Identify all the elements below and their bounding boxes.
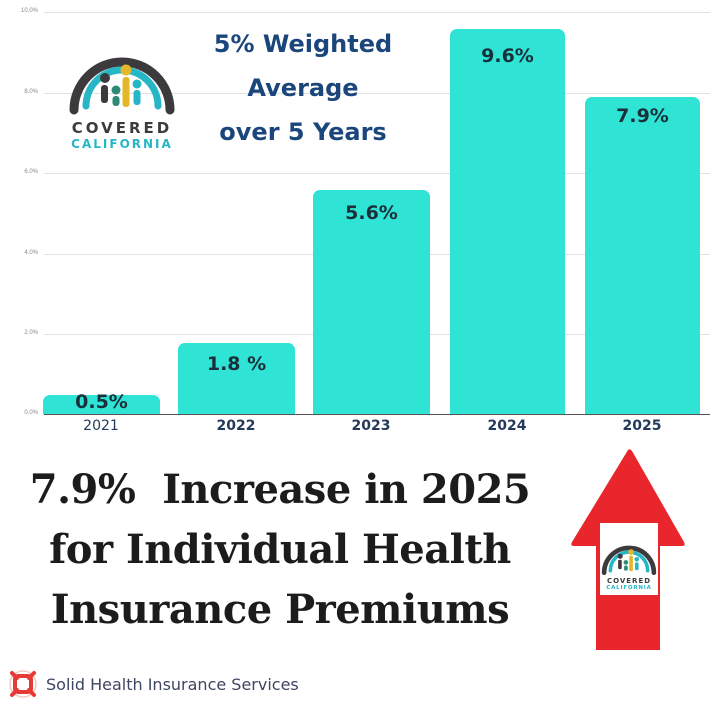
gridline-10 xyxy=(44,12,710,13)
y-tick-label: 0.0% xyxy=(24,410,38,416)
logo-text-california: CALIFORNIA xyxy=(71,137,173,151)
footer-brand: Solid Health Insurance Services xyxy=(8,664,299,704)
x-tick-label: 2022 xyxy=(216,418,256,434)
x-tick-label: 2021 xyxy=(83,418,119,434)
y-tick-label: 4.0% xyxy=(24,250,38,256)
bar-value-label: 1.8 % xyxy=(206,353,267,375)
logo-text-covered: COVERED xyxy=(71,119,173,137)
badge-text-covered: COVERED xyxy=(606,577,652,585)
headline: 7.9% Increase in 2025 for Individual Hea… xyxy=(10,460,550,640)
x-tick-label: 2024 xyxy=(487,418,527,434)
gridline-8 xyxy=(44,93,710,94)
bar-2022: 1.8 % xyxy=(178,343,295,414)
chart-subtitle: 5% Weighted Average over 5 Years xyxy=(188,22,418,154)
subtitle-line: 5% Weighted xyxy=(213,30,393,58)
y-tick-label: 8.0% xyxy=(24,89,38,95)
covered-california-logo-icon xyxy=(69,57,175,115)
bar-2024: 9.6% xyxy=(450,29,565,414)
bar-value-label: 7.9% xyxy=(616,105,669,127)
bar-2021: 0.5% xyxy=(43,391,160,414)
bar-value-label: 0.5% xyxy=(75,391,128,413)
covered-california-badge-icon xyxy=(601,545,657,576)
headline-line: 7.9% Increase in 2025 xyxy=(29,466,531,513)
x-tick-label: 2023 xyxy=(351,418,391,434)
badge-text-california: CALIFORNIA xyxy=(606,585,652,591)
headline-line: for Individual Health xyxy=(49,526,511,573)
bar-value-label: 9.6% xyxy=(481,45,534,67)
bar-2025: 7.9% xyxy=(585,97,700,414)
company-name: Solid Health Insurance Services xyxy=(46,674,299,694)
bar-2023: 5.6% xyxy=(313,190,430,414)
y-tick-label: 10.0% xyxy=(20,8,38,14)
life-ring-icon xyxy=(9,670,37,698)
bar-chart: 10.0% 8.0% 6.0% 4.0% 2.0% 0.0% 0.5% 1.8 … xyxy=(20,8,710,434)
gridline-6 xyxy=(44,173,710,174)
y-tick-label: 6.0% xyxy=(24,169,38,175)
x-tick-label: 2025 xyxy=(622,418,662,434)
arrow-badge: COVERED CALIFORNIA xyxy=(600,523,658,595)
y-tick-label: 2.0% xyxy=(24,330,38,336)
subtitle-line: over 5 Years xyxy=(219,118,387,146)
bar-value-label: 5.6% xyxy=(345,202,398,224)
subtitle-line: Average xyxy=(247,74,359,102)
headline-line: Insurance Premiums xyxy=(50,586,510,633)
x-axis xyxy=(44,414,710,415)
